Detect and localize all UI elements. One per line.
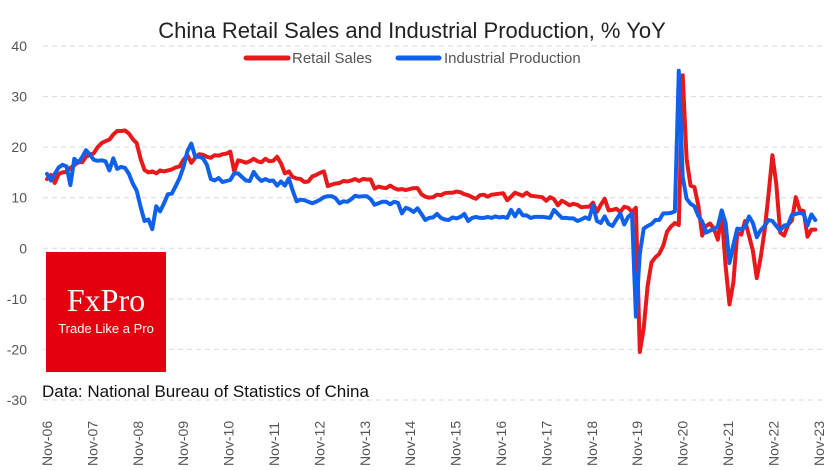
y-tick-label: 20 [11, 139, 27, 155]
x-tick-label: Nov-15 [448, 421, 464, 466]
x-tick-label: Nov-06 [39, 421, 55, 466]
x-tick-label: Nov-12 [311, 421, 327, 466]
x-axis-ticks: Nov-06 Nov-07 Nov-08 Nov-09 Nov-10 Nov-11 Nov-… [39, 421, 827, 466]
x-tick-label: Nov-09 [175, 421, 191, 466]
series-line-retail-sales [45, 73, 818, 354]
x-tick-label: Nov-17 [538, 421, 554, 466]
x-tick-label: Nov-11 [266, 422, 282, 466]
y-tick-label: 10 [11, 190, 27, 206]
y-tick-label: -10 [7, 291, 27, 307]
x-tick-label: Nov-23 [811, 421, 827, 466]
series-line-industrial-production [45, 68, 818, 319]
x-tick-label: Nov-20 [675, 421, 691, 466]
x-tick-label: Nov-14 [402, 421, 418, 466]
y-tick-label: 0 [19, 240, 27, 256]
x-tick-label: Nov-16 [493, 421, 509, 466]
y-tick-label: -30 [7, 392, 27, 408]
y-tick-label: 30 [11, 89, 27, 105]
logo-wordmark: FxPro [67, 282, 145, 318]
y-axis-ticks: -30 -20 -10 0 10 20 30 40 [7, 38, 27, 408]
x-tick-label: Nov-13 [357, 421, 373, 466]
x-tick-label: Nov-19 [629, 421, 645, 466]
legend-label-retail-sales: Retail Sales [292, 50, 372, 67]
x-tick-label: Nov-18 [584, 421, 600, 466]
x-tick-label: Nov-07 [84, 421, 100, 466]
series-lines [45, 68, 818, 354]
logo-tagline: Trade Like a Pro [58, 321, 154, 336]
logo-background [46, 252, 166, 372]
x-tick-label: Nov-10 [221, 421, 237, 466]
chart-title: China Retail Sales and Industrial Produc… [158, 18, 666, 43]
legend-label-industrial-production: Industrial Production [444, 50, 581, 67]
legend: Retail Sales Industrial Production [243, 50, 581, 67]
source-note: Data: National Bureau of Statistics of C… [42, 382, 369, 401]
y-tick-label: 40 [11, 38, 27, 54]
x-tick-label: Nov-21 [720, 421, 736, 466]
x-tick-label: Nov-08 [130, 421, 146, 466]
x-tick-label: Nov-22 [765, 421, 781, 466]
fxpro-logo: FxPro Trade Like a Pro [46, 252, 166, 372]
y-tick-label: -20 [7, 341, 27, 357]
